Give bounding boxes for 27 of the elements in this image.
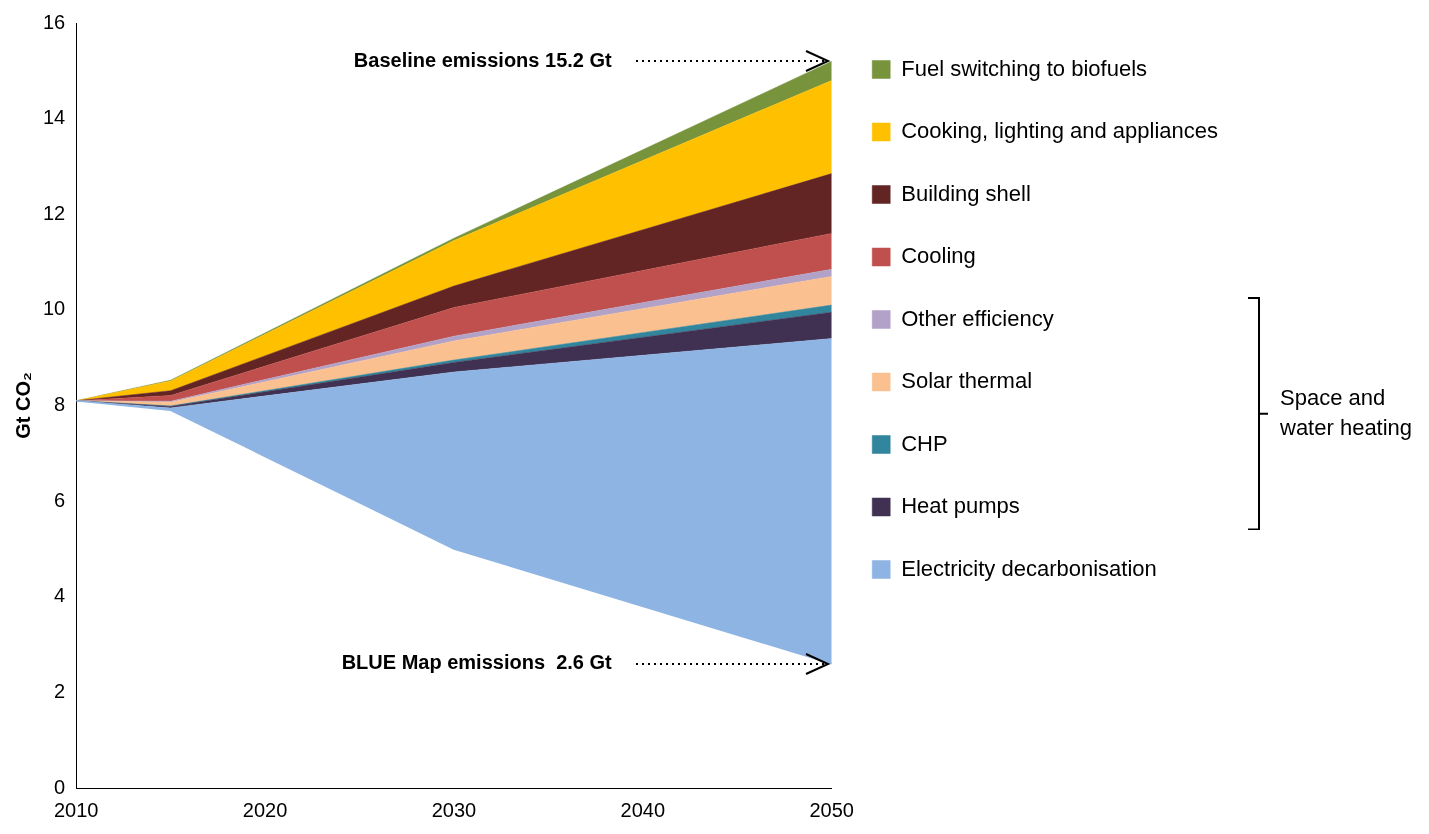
x-tick-label: 2050 bbox=[809, 798, 854, 821]
y-tick-label: 6 bbox=[54, 488, 66, 511]
legend-label: Other efficiency bbox=[901, 305, 1054, 331]
legend-label: CHP bbox=[901, 430, 948, 456]
legend-label: Heat pumps bbox=[901, 493, 1020, 519]
legend-label: Electricity decarbonisation bbox=[901, 555, 1157, 581]
x-tick-label: 2040 bbox=[620, 798, 666, 821]
y-tick-label: 0 bbox=[54, 775, 66, 798]
y-tick-label: 14 bbox=[43, 106, 66, 129]
text: Space and water heating bbox=[1279, 385, 1413, 441]
annotation: BLUE Map emissions 2.6 Gt bbox=[341, 651, 613, 674]
legend-label: Cooking, lighting and appliances bbox=[901, 118, 1218, 144]
y-tick-label: 2 bbox=[54, 679, 66, 702]
y-axis-title: Gt CO₂ bbox=[11, 372, 34, 439]
legend-label: Cooling bbox=[901, 243, 976, 269]
annotation: Baseline emissions 15.2 Gt bbox=[353, 48, 613, 71]
x-tick-label: 2010 bbox=[54, 798, 99, 821]
legend-label: Building shell bbox=[901, 180, 1031, 206]
y-tick-label: 16 bbox=[43, 10, 66, 33]
x-tick-label: 2020 bbox=[242, 798, 288, 821]
legend-label: Fuel switching to biofuels bbox=[901, 55, 1148, 81]
y-tick-label: 4 bbox=[54, 584, 66, 607]
x-tick-label: 2030 bbox=[431, 798, 477, 821]
legend-label: Solar thermal bbox=[901, 368, 1033, 394]
y-tick-label: 10 bbox=[43, 297, 66, 320]
y-tick-label: 12 bbox=[43, 201, 66, 224]
y-tick-label: 8 bbox=[54, 393, 66, 416]
